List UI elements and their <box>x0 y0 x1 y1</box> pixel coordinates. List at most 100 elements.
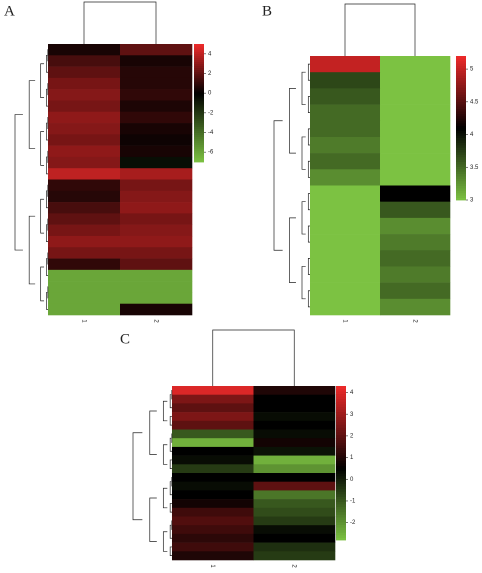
column-label: 1 <box>341 319 347 323</box>
heatmap-cell <box>310 266 381 283</box>
colorbar-strip <box>336 455 346 459</box>
heatmap-cell <box>120 258 193 271</box>
heatmap-cell <box>120 89 193 101</box>
heatmap-cell <box>120 66 193 79</box>
colorbar-strip <box>194 152 204 155</box>
heatmap-cell <box>253 455 336 465</box>
colorbar-strip <box>456 144 466 148</box>
colorbar-strip <box>456 161 466 165</box>
colorbar-tick-label: -2 <box>208 110 214 116</box>
heatmap-cell <box>48 213 121 225</box>
colorbar-strip <box>194 108 204 112</box>
colorbar-strip <box>336 519 346 523</box>
colorbar-strip <box>194 140 204 143</box>
heatmap-cell <box>380 153 451 170</box>
heatmap-cell <box>380 120 451 138</box>
dendrogram-branch <box>169 546 172 556</box>
heatmap-cell <box>310 120 381 138</box>
colorbar-strip <box>194 59 204 63</box>
colorbar-strip <box>336 409 346 413</box>
heatmap-cell <box>380 136 451 154</box>
dendrogram-branch <box>169 459 172 469</box>
colorbar-strip <box>336 386 346 389</box>
colorbar-strip <box>336 432 346 436</box>
dendrogram-branch <box>169 437 172 452</box>
heatmap-cell <box>253 473 336 482</box>
colorbar-strip <box>456 80 466 83</box>
heatmap-cell <box>380 298 451 316</box>
heatmap-cell <box>120 111 193 124</box>
heatmap-cell <box>120 134 193 146</box>
colorbar-strip <box>456 60 466 64</box>
heatmap-cell <box>48 281 121 293</box>
colorbar-strip <box>336 411 346 415</box>
heatmap-cell <box>172 481 254 491</box>
colorbar-tick-label: 2 <box>350 433 354 439</box>
heatmap-cell <box>380 56 451 73</box>
colorbar-strip <box>194 97 204 100</box>
colorbar-tick-label: 2 <box>208 71 212 77</box>
colorbar-strip <box>456 65 466 69</box>
dendrogram-branch <box>46 292 48 310</box>
panel-label: B <box>262 3 272 19</box>
dendrogram-branch <box>212 329 295 386</box>
heatmap-cell <box>172 394 254 404</box>
colorbar-strip <box>194 99 204 102</box>
colorbar-strip <box>194 75 204 78</box>
heatmap-cell <box>172 438 254 448</box>
colorbar-strip <box>336 447 346 451</box>
colorbar-strip <box>194 154 204 157</box>
colorbar-strip <box>194 61 204 65</box>
colorbar-strip <box>336 534 346 538</box>
dendrogram-branch <box>40 198 45 234</box>
colorbar-strip <box>194 81 204 84</box>
heatmap-cell <box>48 66 121 79</box>
heatmap-cell <box>380 72 451 89</box>
heatmap-cell <box>253 516 336 526</box>
dendrogram-branch <box>169 503 172 513</box>
colorbar-tick-label: 4 <box>350 390 354 396</box>
colorbar-strip <box>194 49 204 53</box>
colorbar-strip <box>336 491 346 495</box>
colorbar-tick-label: 3.5 <box>470 165 479 171</box>
heatmap-cell <box>120 100 193 113</box>
colorbar-strip <box>194 150 204 153</box>
colorbar-strip <box>456 89 466 93</box>
heatmap-cell <box>310 104 381 122</box>
heatmap-cell <box>120 55 193 67</box>
colorbar-strip <box>194 142 204 145</box>
dendrogram-branch <box>40 131 45 166</box>
heatmap-cell <box>48 145 121 158</box>
dendrogram-branch <box>40 63 45 98</box>
colorbar-strip <box>194 114 204 118</box>
colorbar-strip <box>336 473 346 477</box>
dendrogram-branch <box>289 88 296 154</box>
colorbar-strip <box>336 429 346 433</box>
colorbar-strip <box>456 166 466 170</box>
heatmap-cell <box>48 247 121 259</box>
heatmap-cell <box>310 136 381 154</box>
colorbar-strip <box>456 111 466 114</box>
heatmap-cell <box>48 292 121 305</box>
heatmap-cell <box>120 281 193 293</box>
colorbar-strip <box>336 463 346 466</box>
heatmap-cell <box>253 542 336 552</box>
dendrogram-branch <box>149 497 157 542</box>
colorbar-strip <box>336 414 346 418</box>
colorbar-strip <box>456 77 466 81</box>
colorbar-tick-label: -4 <box>208 130 214 136</box>
colorbar-tick-label: 1 <box>350 455 354 461</box>
heatmap-cell <box>380 217 451 235</box>
heatmap-cell <box>172 412 254 422</box>
dendrogram-branch <box>40 266 45 302</box>
colorbar-strip <box>194 138 204 141</box>
dendrogram-branch <box>307 225 310 243</box>
heatmap-cell <box>48 224 121 237</box>
heatmap-cell <box>380 250 451 267</box>
dendrogram-branch <box>169 524 172 539</box>
colorbar-strip <box>456 104 466 107</box>
colorbar-strip <box>456 101 466 105</box>
colorbar-strip <box>194 144 204 147</box>
heatmap-cell <box>380 234 451 251</box>
heatmap-cell <box>172 455 254 465</box>
